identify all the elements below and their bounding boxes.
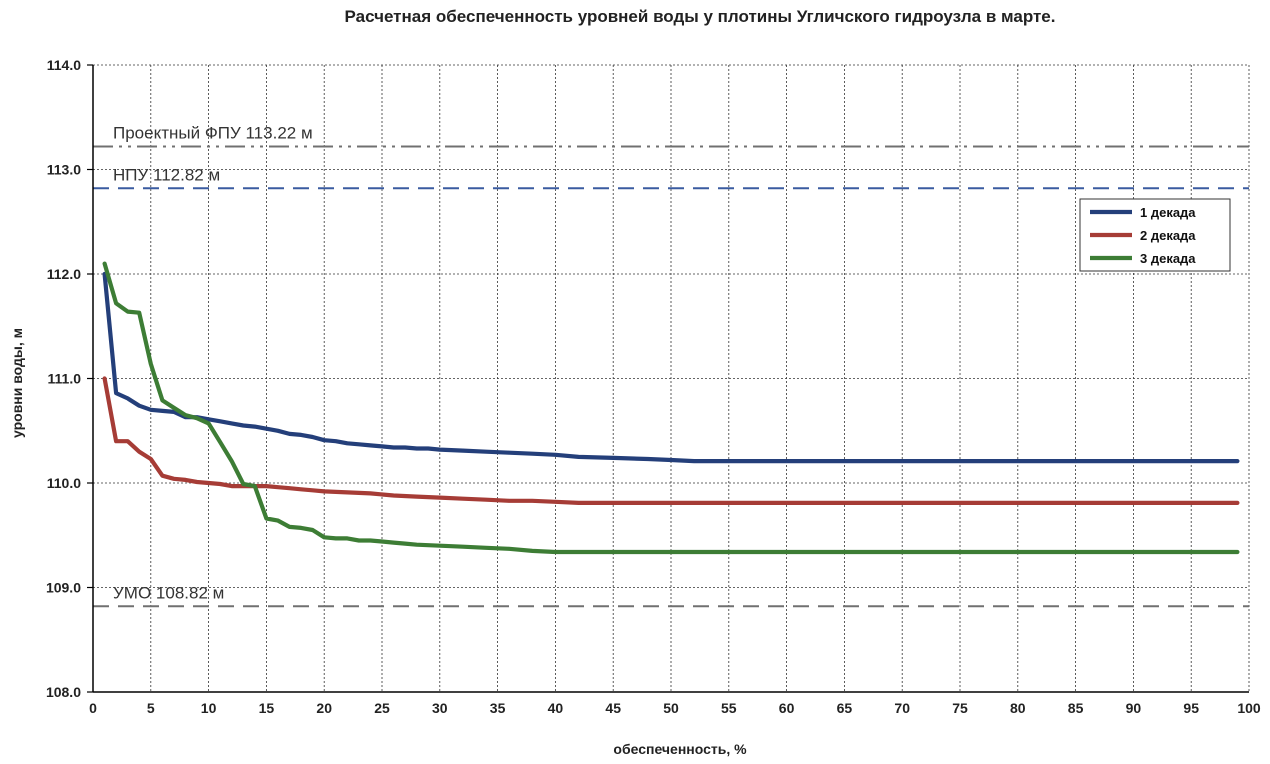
x-tick-label: 40	[548, 700, 564, 716]
x-tick-label: 30	[432, 700, 448, 716]
reference-line-label: НПУ 112.82 м	[113, 165, 220, 184]
x-tick-label: 20	[316, 700, 332, 716]
legend-label: 1 декада	[1140, 205, 1196, 220]
x-tick-label: 100	[1237, 700, 1261, 716]
y-tick-label: 110.0	[47, 475, 81, 491]
y-axis-label: уровни воды, м	[9, 328, 25, 438]
x-tick-label: 55	[721, 700, 737, 716]
y-tick-label: 109.0	[46, 580, 81, 596]
reference-line-label: Проектный ФПУ 113.22 м	[113, 124, 313, 143]
x-tick-label: 75	[952, 700, 968, 716]
x-axis-label: обеспеченность, %	[613, 741, 747, 757]
x-tick-label: 85	[1068, 700, 1084, 716]
legend: 1 декада 2 декада 3 декада	[1079, 198, 1231, 272]
x-tick-label: 70	[894, 700, 910, 716]
legend-label: 2 декада	[1140, 228, 1196, 243]
x-tick-label: 80	[1010, 700, 1026, 716]
x-tick-label: 95	[1183, 700, 1199, 716]
y-tick-label: 113.0	[47, 162, 81, 178]
x-tick-label: 35	[490, 700, 506, 716]
y-tick-label: 108.0	[46, 684, 81, 700]
x-tick-label: 15	[259, 700, 275, 716]
y-tick-label: 114.0	[47, 57, 81, 73]
chart-title: Расчетная обеспеченность уровней воды у …	[345, 7, 1056, 26]
x-tick-label: 25	[374, 700, 390, 716]
y-tick-label: 112.0	[47, 266, 81, 282]
x-tick-label: 50	[663, 700, 679, 716]
y-tick-label: 111.0	[48, 371, 82, 387]
series-line	[102, 376, 1240, 505]
x-tick-label: 65	[837, 700, 853, 716]
grid	[93, 64, 1250, 692]
x-tick-label: 90	[1126, 700, 1142, 716]
legend-label: 3 декада	[1140, 251, 1196, 266]
x-tick-label: 60	[779, 700, 795, 716]
series-line	[102, 261, 1240, 555]
reference-lines: Проектный ФПУ 113.22 м НПУ 112.82 м УМО 10…	[93, 124, 1249, 608]
reference-line-label: УМО 108.82 м	[113, 583, 224, 602]
x-tick-label: 10	[201, 700, 217, 716]
x-tick-label: 0	[89, 700, 97, 716]
series-lines	[102, 261, 1240, 555]
x-tick-label: 45	[605, 700, 621, 716]
ticks: 0 5 10 15 20 25 30 35 40 45 50 55 60 65 70 75 80 85 90 95 10…	[46, 57, 1261, 716]
x-tick-label: 5	[147, 700, 155, 716]
